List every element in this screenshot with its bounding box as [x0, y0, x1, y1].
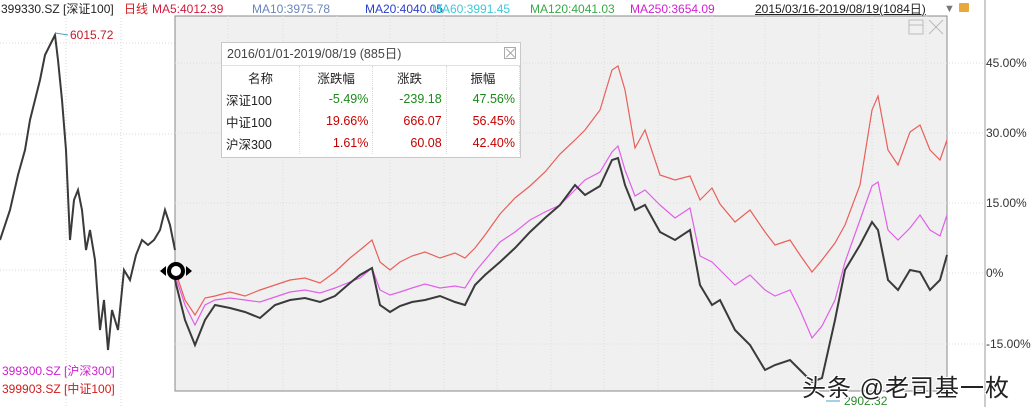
table-row[interactable]: 深证100 -5.49% -239.18 47.56% — [222, 88, 521, 110]
table-row[interactable]: 沪深300 1.61% 60.08 42.40% — [222, 132, 521, 154]
series-csi100 — [174, 65, 948, 317]
row-name: 中证100 — [222, 110, 301, 132]
legend-csi100: 399903.SZ [中证100] — [2, 382, 115, 396]
chart-header: 399330.SZ [深证100] 日线 MA5:4012.39 MA10:39… — [0, 0, 1032, 18]
lock-icon[interactable] — [959, 3, 969, 12]
stats-panel: 2016/01/01-2019/08/19 (885日) 名称 涨跌幅 涨跌 振… — [221, 42, 521, 158]
symbol-label: 399330.SZ [深证100] — [1, 2, 114, 16]
ma120-label: MA120:4041.03 — [530, 2, 615, 16]
row-name: 深证100 — [222, 88, 301, 110]
drag-handle[interactable] — [160, 260, 192, 282]
ma10-label: MA10:3975.78 — [252, 2, 331, 16]
high-annotation: 6015.72 — [70, 28, 114, 42]
series-szse100 — [174, 156, 948, 384]
y-tick-0: 0% — [986, 266, 1004, 280]
row-amp: 56.45% — [446, 110, 521, 132]
grid — [0, 18, 175, 407]
y-tick-15: 15.00% — [986, 196, 1027, 210]
ma60-label: MA60:3991.45 — [432, 2, 511, 16]
period-label[interactable]: 日线 — [124, 2, 149, 16]
row-chg: 666.07 — [372, 110, 447, 132]
col-amp: 振幅 — [446, 66, 521, 88]
row-chg: 60.08 — [372, 132, 447, 154]
row-chg: -239.18 — [372, 88, 447, 110]
table-row[interactable]: 中证100 19.66% 666.07 56.45% — [222, 110, 521, 132]
col-name: 名称 — [222, 66, 301, 88]
legend-hs300: 399300.SZ [沪深300] — [2, 364, 115, 378]
stats-title: 2016/01/01-2019/08/19 (885日) — [227, 47, 402, 61]
y-tick-30: 30.00% — [986, 126, 1027, 140]
row-amp: 42.40% — [446, 132, 521, 154]
y-tick-45: 45.00% — [986, 56, 1027, 70]
row-amp: 47.56% — [446, 88, 521, 110]
close-panel-icon[interactable] — [928, 19, 944, 35]
series-szse100-history — [0, 31, 176, 351]
maximize-icon[interactable] — [908, 19, 924, 35]
row-name: 沪深300 — [222, 132, 301, 154]
col-chg: 涨跌 — [372, 66, 447, 88]
row-pct: 19.66% — [299, 110, 374, 132]
series-hs300 — [174, 144, 948, 340]
low-annotation: 2902.32 — [844, 394, 888, 408]
date-range-link[interactable]: 2015/03/16-2019/08/19(1084日) — [755, 2, 926, 16]
watermark: 头条 @老司基一枚 — [802, 375, 1011, 402]
y-tick-minus15: -15.00% — [986, 337, 1031, 351]
close-icon[interactable] — [504, 47, 516, 59]
col-pct: 涨跌幅 — [299, 66, 374, 88]
ma250-label: MA250:3654.09 — [630, 2, 715, 16]
row-pct: 1.61% — [299, 132, 374, 154]
dropdown-icon[interactable]: ▼ — [944, 3, 955, 15]
row-pct: -5.49% — [299, 88, 374, 110]
ma20-label: MA20:4040.05 — [365, 2, 444, 16]
ma5-label: MA5:4012.39 — [152, 2, 224, 16]
